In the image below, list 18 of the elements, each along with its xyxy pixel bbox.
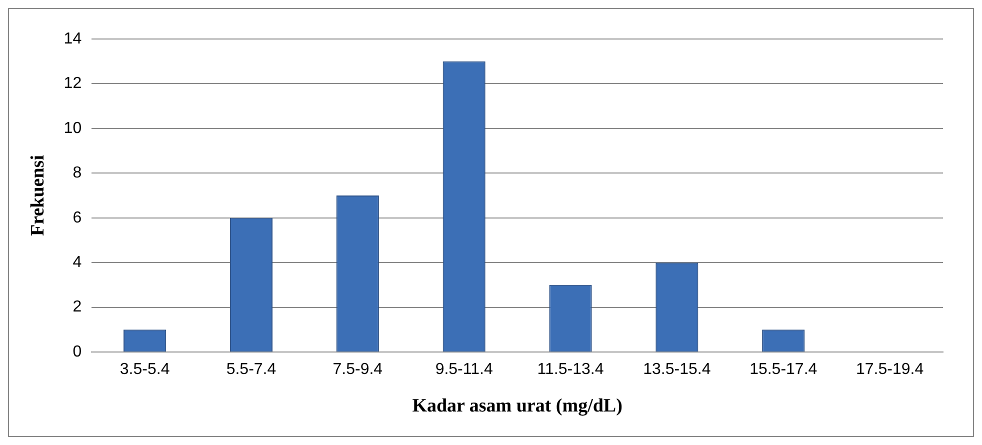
y-tick-label: 2 [72, 298, 82, 316]
y-tick-label: 10 [64, 120, 82, 137]
x-tick-label: 11.5-13.4 [537, 361, 604, 378]
y-tick-label: 8 [72, 164, 82, 182]
y-tick-label: 12 [64, 75, 82, 92]
x-tick-label: 5.5-7.4 [226, 361, 276, 378]
x-tick-label: 13.5-15.4 [643, 361, 711, 378]
y-axis-title: Frekuensi [27, 155, 48, 236]
x-tick-label: 9.5-11.4 [435, 361, 493, 378]
x-tick-label: 3.5-5.4 [120, 361, 170, 378]
x-tick-label: 7.5-9.4 [332, 361, 383, 378]
x-tick-label: 17.5-19.4 [856, 361, 924, 378]
x-tick-label: 15.5-17.4 [750, 361, 818, 378]
y-tick-label: 14 [64, 30, 82, 48]
y-tick-label: 6 [72, 209, 82, 226]
y-tick-label: 0 [72, 343, 82, 360]
x-axis-title: Kadar asam urat (mg/dL) [412, 396, 622, 417]
y-tick-label: 4 [72, 254, 82, 271]
